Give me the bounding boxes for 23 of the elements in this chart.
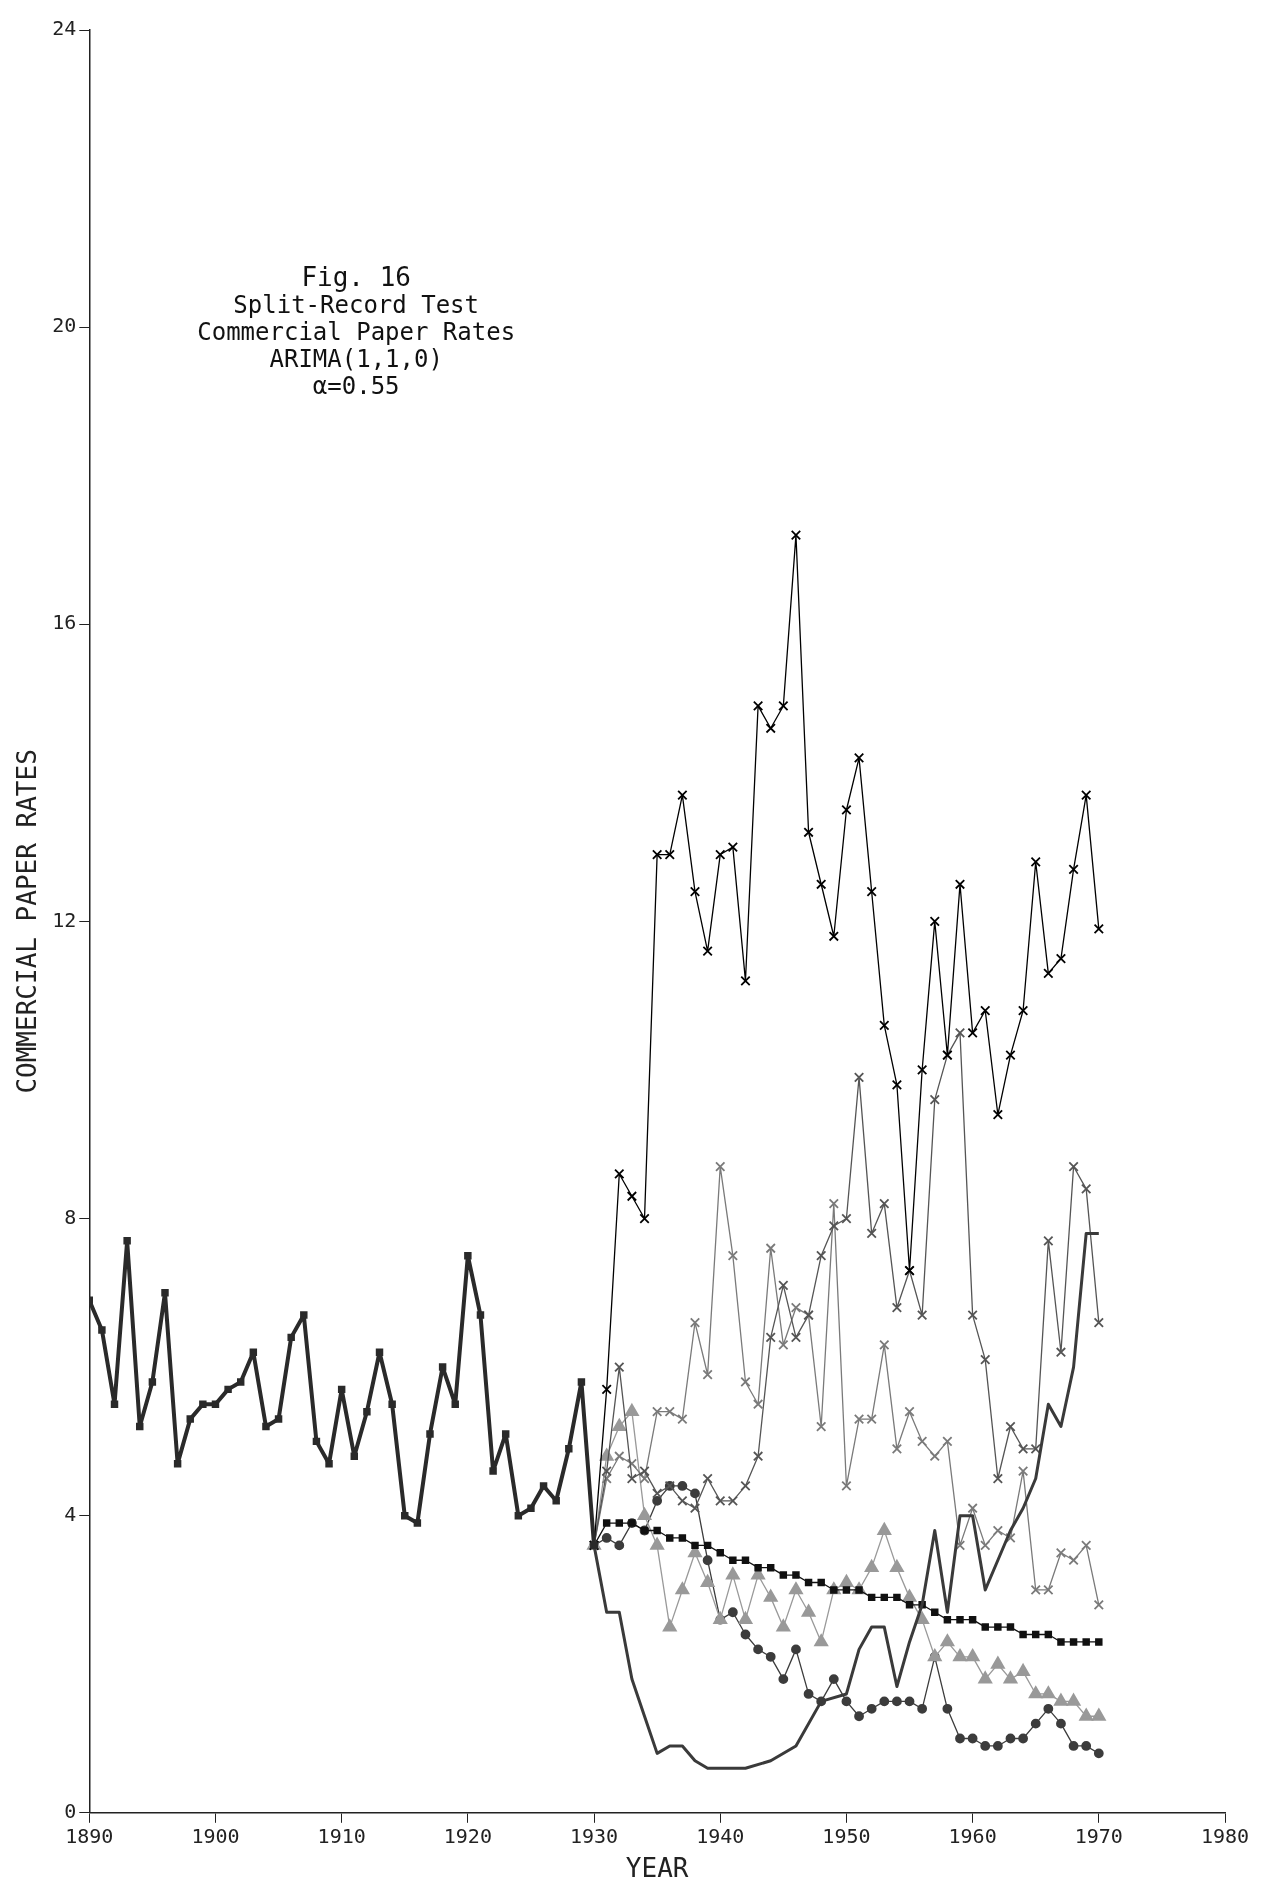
- x-axis-title: YEAR: [625, 1853, 689, 1884]
- annotation: ARIMA(1,1,0): [269, 344, 443, 373]
- x-tick-label: 1970: [1074, 1824, 1123, 1848]
- y-tick-label: 8: [64, 1204, 77, 1229]
- y-tick-label: 4: [64, 1501, 77, 1526]
- x-tick-label: 1890: [65, 1824, 114, 1848]
- y-tick-label: 12: [52, 907, 77, 932]
- y-axis-title: COMMERCIAL PAPER RATES: [12, 749, 43, 1094]
- y-tick-label: 20: [52, 313, 77, 338]
- y-tick-label: 0: [64, 1799, 77, 1823]
- x-tick-label: 1940: [696, 1824, 745, 1848]
- x-tick-label: 1920: [443, 1824, 492, 1848]
- x-tick-label: 1900: [191, 1824, 240, 1848]
- x-tick-label: 1960: [948, 1824, 997, 1848]
- y-tick-label: 16: [52, 610, 77, 635]
- x-tick-label: 1950: [822, 1824, 871, 1848]
- x-tick-label: 1980: [1200, 1824, 1250, 1848]
- x-tick-label: 1910: [317, 1824, 366, 1848]
- x-tick-label: 1930: [569, 1824, 619, 1848]
- annotation: α=0.55: [312, 371, 400, 400]
- y-tick-label: 24: [52, 16, 77, 41]
- text: Fig. 16: [301, 262, 411, 293]
- annotation: Commercial Paper Rates: [197, 317, 516, 346]
